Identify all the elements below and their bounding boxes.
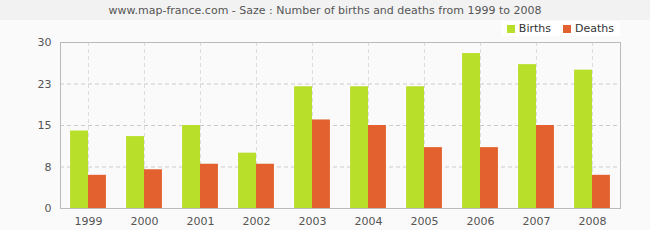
svg-text:2002: 2002 (243, 215, 271, 228)
html-text:www.map-france.com - Saze : Nu: www.map-france.com - Saze : Number of bi… (108, 4, 542, 17)
svg-text:2001: 2001 (187, 215, 215, 228)
svg-text:2006: 2006 (467, 215, 495, 228)
html-text:Births: Births (518, 22, 551, 35)
svg-text:2003: 2003 (299, 215, 327, 228)
svg-text:2000: 2000 (131, 215, 159, 228)
svg-text:2005: 2005 (411, 215, 439, 228)
svg-text:0: 0 (45, 202, 52, 215)
svg-text:2007: 2007 (523, 215, 551, 228)
svg-text:8: 8 (45, 161, 52, 174)
svg-text:23: 23 (38, 78, 52, 91)
svg-text:30: 30 (38, 36, 52, 49)
svg-text:15: 15 (38, 119, 52, 132)
svg-text:2008: 2008 (579, 215, 607, 228)
svg-text:1999: 1999 (75, 215, 103, 228)
svg-text:2004: 2004 (355, 215, 383, 228)
html-text:Deaths: Deaths (575, 22, 614, 35)
